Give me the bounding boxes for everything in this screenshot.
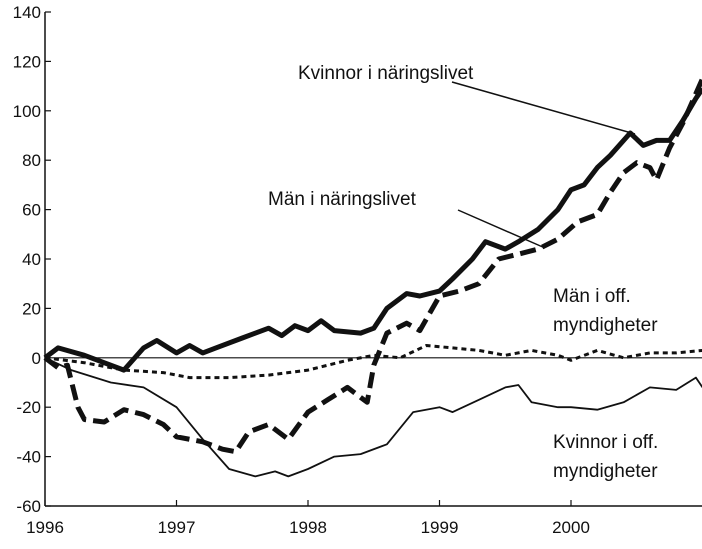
y-tick-label: -60 bbox=[16, 497, 41, 516]
series-line-kvinnor-i-off-myndigheter bbox=[44, 356, 702, 478]
y-tick-label: -20 bbox=[16, 398, 41, 417]
annotation-kvinnor-off-1: Kvinnor i off. bbox=[553, 432, 658, 453]
x-tick-label: 1997 bbox=[158, 518, 196, 537]
series-lines bbox=[43, 77, 702, 478]
series-line-m-n-i-n-ringslivet bbox=[43, 77, 702, 455]
annotation-kvinnor-naringslivet: Kvinnor i näringslivet bbox=[298, 63, 474, 84]
x-tick-label: 1999 bbox=[421, 518, 459, 537]
y-tick-label: 20 bbox=[22, 299, 41, 318]
y-tick-label: -40 bbox=[16, 448, 41, 467]
annotation-leader-man-naringslivet bbox=[457, 209, 546, 249]
y-tick-label: 140 bbox=[13, 3, 41, 22]
axes: 140 120 100 80 60 40 20 0 -20 -40 -60 1996 1997 1998 1… bbox=[13, 3, 702, 537]
y-tick-label: 60 bbox=[22, 201, 41, 220]
y-tick-label: 120 bbox=[13, 52, 41, 71]
y-tick-label: 80 bbox=[22, 151, 41, 170]
y-tick-label: 0 bbox=[32, 349, 41, 368]
x-tick-label: 2000 bbox=[552, 518, 590, 537]
series-line-m-n-i-off-myndigheter bbox=[44, 344, 702, 380]
annotation-kvinnor-off-2: myndigheter bbox=[553, 461, 658, 482]
y-tick-label: 40 bbox=[22, 250, 41, 269]
annotation-man-off-1: Män i off. bbox=[553, 286, 631, 307]
annotations: Kvinnor i näringslivet Män i näringslive… bbox=[268, 63, 658, 482]
series-line-kvinnor-i-n-ringslivet bbox=[43, 87, 702, 373]
annotation-leader-kvinnor-naringslivet bbox=[451, 81, 636, 135]
y-tick-label: 100 bbox=[13, 102, 41, 121]
x-tick-label: 1996 bbox=[26, 518, 64, 537]
annotation-man-off-2: myndigheter bbox=[553, 315, 658, 336]
annotation-man-naringslivet: Män i näringslivet bbox=[268, 189, 417, 210]
x-tick-label: 1998 bbox=[289, 518, 327, 537]
